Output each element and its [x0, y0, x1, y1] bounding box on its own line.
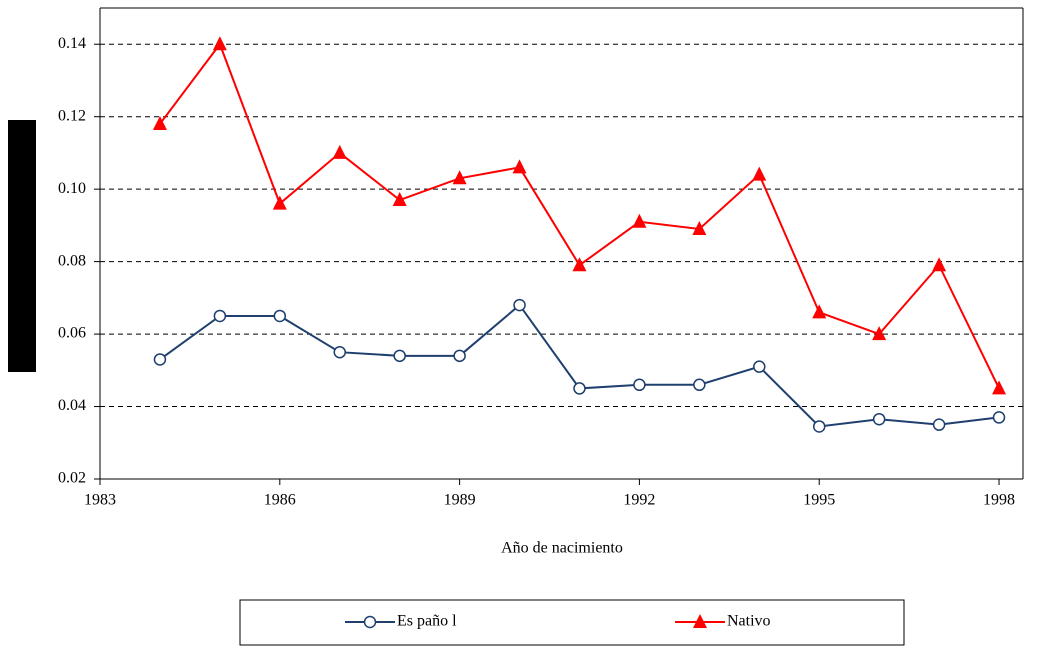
- x-tick-label: 1995: [803, 492, 835, 509]
- point: [872, 326, 887, 341]
- point: [812, 420, 826, 433]
- point: [992, 380, 1007, 395]
- y-label-block: [8, 120, 36, 372]
- y-tick-label: 0.10: [58, 180, 86, 197]
- point: [632, 213, 647, 228]
- legend: [239, 599, 905, 646]
- y-tick-label: 0.06: [58, 325, 86, 342]
- point: [573, 382, 586, 395]
- point: [992, 411, 1006, 424]
- x-axis-label: Año de nacimiento: [501, 540, 623, 557]
- x-tick-label: 1983: [84, 492, 116, 509]
- point: [213, 309, 227, 323]
- point: [273, 309, 287, 323]
- point: [152, 115, 167, 130]
- x-tick-label: 1989: [444, 492, 476, 509]
- point: [932, 257, 947, 272]
- y-tick-label: 0.08: [58, 252, 86, 269]
- legend-label: Es paño l: [397, 613, 457, 630]
- point: [513, 298, 526, 312]
- series-line: [159, 303, 1000, 428]
- legend-marker: [363, 615, 377, 629]
- point: [453, 349, 466, 363]
- point: [153, 353, 167, 366]
- y-tick-label: 0.04: [58, 397, 86, 414]
- point: [272, 195, 287, 210]
- point: [512, 159, 527, 174]
- point: [393, 349, 406, 363]
- point: [333, 345, 346, 359]
- point: [932, 418, 946, 431]
- x-tick-label: 1986: [264, 492, 296, 509]
- point: [872, 412, 886, 426]
- point: [752, 166, 767, 181]
- y-tick-label: 0.12: [58, 107, 86, 124]
- point: [693, 378, 706, 392]
- point: [212, 36, 227, 51]
- y-tick-label: 0.14: [58, 35, 86, 52]
- y-tick-label: 0.02: [58, 470, 86, 487]
- point: [452, 170, 467, 185]
- point: [332, 144, 347, 159]
- point: [633, 378, 646, 392]
- point: [812, 304, 827, 319]
- legend-marker: [693, 614, 707, 628]
- point: [753, 360, 766, 373]
- point: [572, 257, 587, 272]
- legend-label: Nativo: [727, 613, 771, 630]
- x-tick-label: 1992: [623, 492, 655, 509]
- point: [392, 192, 407, 207]
- point: [692, 221, 707, 236]
- x-tick-label: 1998: [983, 492, 1015, 509]
- series-line: [159, 42, 1000, 389]
